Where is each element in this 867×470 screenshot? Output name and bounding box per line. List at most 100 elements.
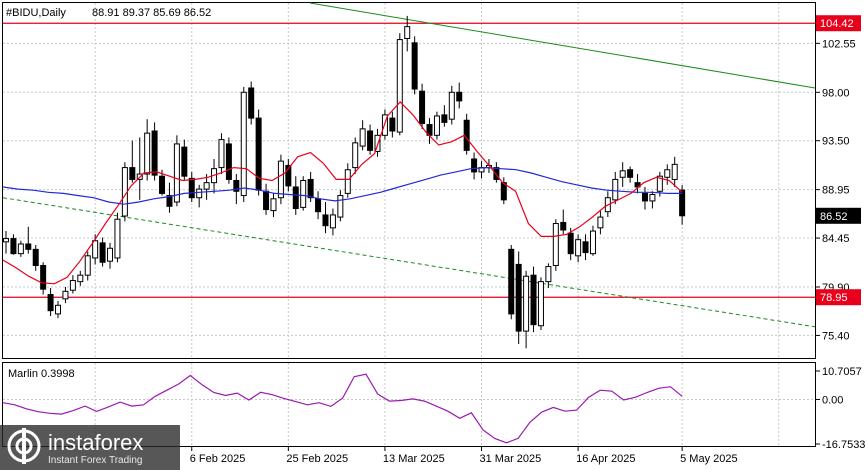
candle-bearish: [368, 131, 373, 150]
candle-bullish: [330, 215, 335, 228]
candle-bearish: [160, 176, 165, 193]
candle-bullish: [620, 171, 625, 177]
candle-bullish: [405, 27, 410, 39]
candle-bullish: [672, 164, 677, 179]
candle-bullish: [271, 199, 276, 211]
candle-bullish: [78, 275, 83, 281]
candle-bearish: [561, 222, 566, 230]
candle-bearish: [48, 295, 53, 311]
candle-bullish: [590, 231, 595, 254]
marlin-label: Marlin 0.3998: [8, 368, 75, 380]
candle-bearish: [33, 249, 38, 265]
y-tick-label: 93.50: [822, 136, 850, 148]
marlin-tick-label: 0.00: [822, 394, 843, 406]
candle-bullish: [338, 196, 343, 218]
candle-bullish: [449, 92, 454, 119]
candle-bullish: [553, 224, 558, 266]
candle-bullish: [197, 189, 202, 198]
candle-bearish: [628, 170, 633, 178]
price-tag-label: 86.52: [820, 211, 848, 223]
candle-bullish: [108, 248, 113, 261]
candle-bullish: [93, 241, 98, 258]
candle-bearish: [182, 147, 187, 176]
candle-bullish: [524, 276, 529, 331]
candle-bullish: [219, 140, 224, 168]
y-tick-label: 88.95: [822, 185, 850, 197]
price-tags: 104.42 86.52 78.95: [816, 15, 861, 305]
candle-bearish: [583, 242, 588, 253]
candle-bearish: [256, 118, 261, 190]
candle-bullish: [360, 129, 365, 146]
brand-tagline: Instant Forex Trading: [48, 455, 143, 466]
candle-bearish: [531, 275, 536, 324]
candle-bearish: [41, 265, 46, 289]
candle-bullish: [576, 240, 581, 256]
x-tick-label: 31 Mar 2025: [480, 453, 542, 465]
candle-bearish: [642, 193, 647, 201]
candle-bearish: [293, 187, 298, 209]
candle-bullish: [278, 161, 283, 198]
candle-bullish: [613, 179, 618, 199]
y-tick-label: 98.00: [822, 87, 850, 99]
candle-bullish: [145, 133, 150, 174]
candle-bearish: [390, 118, 395, 131]
candle-bearish: [249, 88, 254, 118]
candle-bearish: [472, 159, 477, 172]
candle-bullish: [650, 194, 655, 200]
candle-bullish: [115, 219, 120, 258]
chart-symbol-label: #BIDU,Daily: [6, 7, 66, 19]
candle-bullish: [70, 281, 75, 291]
candle-bullish: [345, 170, 350, 194]
candle-bearish: [316, 199, 321, 212]
candle-bullish: [85, 256, 90, 275]
candle-bullish: [241, 92, 246, 195]
candle-bearish: [308, 179, 313, 197]
chart-ohlc-values: 88.91 89.37 85.69 86.52: [92, 7, 211, 19]
candle-bullish: [63, 291, 68, 299]
price-tag-label: 104.42: [820, 18, 854, 30]
candle-bearish: [26, 244, 31, 249]
candle-bearish: [323, 215, 328, 226]
price-tag-label: 78.95: [820, 292, 848, 304]
candle-bullish: [546, 267, 551, 282]
candle-bullish: [301, 181, 306, 208]
price-axis: 102.5598.0093.5088.9584.4579.9075.4010.7…: [815, 38, 865, 451]
candle-bearish: [568, 233, 573, 253]
instaforex-logo-icon: [6, 428, 42, 464]
y-tick-label: 84.45: [822, 233, 850, 245]
x-tick-label: 13 Mar 2025: [383, 453, 445, 465]
candle-bearish: [130, 168, 135, 180]
candle-bullish: [4, 239, 9, 242]
candle-bullish: [397, 40, 402, 133]
x-tick-label: 6 Feb 2025: [190, 453, 246, 465]
x-tick-label: 5 May 2025: [680, 453, 737, 465]
candle-bearish: [420, 91, 425, 123]
candle-bearish: [11, 239, 16, 254]
candle-bearish: [516, 264, 521, 331]
candle-bullish: [18, 244, 23, 254]
candle-bearish: [226, 144, 231, 180]
candle-bullish: [204, 183, 209, 189]
date-axis: 6 Feb 2025 25 Feb 2025 13 Mar 2025 31 Mar 2…: [190, 446, 738, 465]
y-tick-label: 102.55: [822, 38, 856, 50]
candle-bearish: [442, 115, 447, 123]
candle-bullish: [598, 217, 603, 228]
candle-bearish: [264, 191, 269, 209]
y-tick-label: 75.40: [822, 330, 850, 342]
candle-bearish: [457, 92, 462, 101]
candle-bearish: [509, 249, 514, 314]
candle-bearish: [152, 131, 157, 175]
candle-bullish: [665, 170, 670, 178]
brand-name: instaforex: [48, 430, 143, 456]
candle-bearish: [189, 178, 194, 197]
candle-bearish: [412, 43, 417, 89]
candle-bullish: [434, 116, 439, 135]
candle-bearish: [100, 243, 105, 262]
x-tick-label: 16 Apr 2025: [576, 453, 635, 465]
marlin-tick-label: 10.7057: [822, 366, 862, 378]
candle-bullish: [56, 305, 61, 314]
x-tick-label: 25 Feb 2025: [286, 453, 348, 465]
candle-bullish: [353, 143, 358, 168]
candle-bullish: [538, 282, 543, 326]
